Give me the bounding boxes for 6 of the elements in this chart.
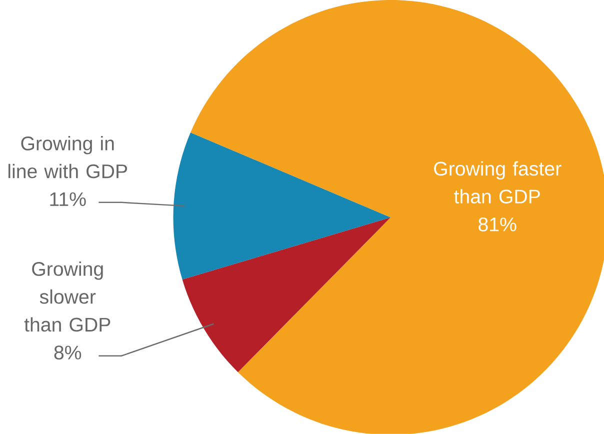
slice-label: Growing faster than GDP [434, 161, 562, 204]
slice-label: Growing in line with GDP [8, 136, 128, 178]
data-label: 81% [478, 218, 516, 232]
data-label: 8% [54, 346, 82, 360]
slice-label: Growing slower than GDP [24, 262, 110, 332]
data-label: 11% [50, 192, 86, 206]
